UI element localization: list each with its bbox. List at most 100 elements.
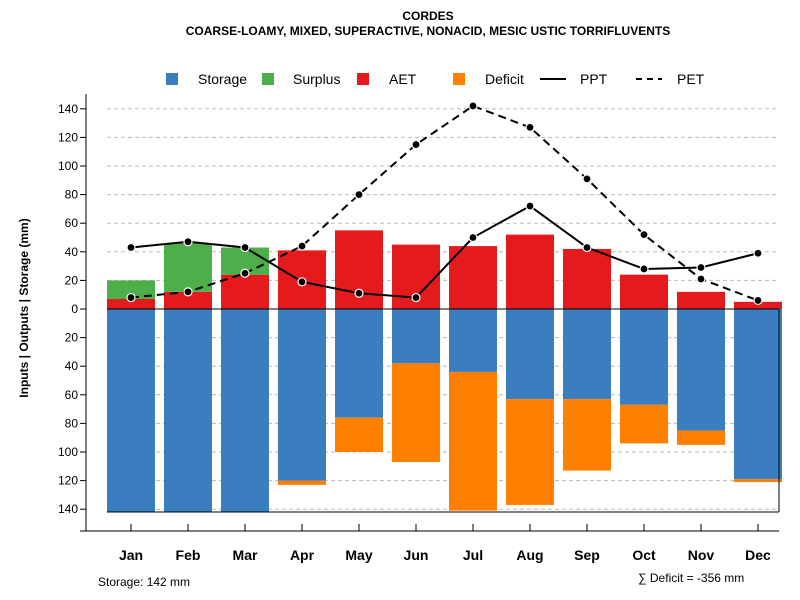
pet-point	[354, 190, 364, 200]
aet-bar	[164, 291, 212, 309]
deficit-bar	[392, 363, 440, 463]
legend: Storage Surplus AET Deficit PPT PET	[166, 71, 705, 87]
aet-bar	[221, 274, 269, 309]
aet-bar	[734, 301, 782, 309]
legend-deficit-label: Deficit	[485, 71, 524, 87]
storage-bar	[563, 309, 611, 400]
deficit-bar	[620, 404, 668, 444]
ppt-point	[468, 232, 478, 243]
ppt-point	[639, 264, 649, 274]
axes: 140 120 100 80 60 40 20 0 20 40 60 80 100 120 140 Jan Fe…	[58, 94, 780, 563]
aet-bar	[449, 246, 497, 309]
ppt-line	[130, 204, 759, 299]
pet-point	[582, 174, 592, 184]
storage-bar	[335, 309, 383, 418]
legend-aet-swatch	[357, 73, 369, 85]
y-tick-label: 20	[65, 331, 79, 345]
gridlines	[107, 108, 779, 510]
storage-bar	[164, 309, 212, 513]
legend-storage-label: Storage	[198, 71, 247, 87]
storage-bar	[449, 309, 497, 372]
ppt-point	[753, 248, 763, 258]
deficit-bar	[677, 430, 725, 445]
pet-point	[126, 292, 136, 303]
deficit-bar	[506, 399, 554, 505]
y-tick-label: 100	[58, 159, 78, 173]
storage-bar	[506, 309, 554, 400]
pet-line	[130, 104, 759, 302]
y-tick-label: 20	[65, 273, 79, 287]
x-tick-label: Sep	[574, 547, 600, 563]
ppt-point	[411, 292, 421, 303]
storage-total: Storage: 142 mm	[98, 575, 190, 589]
aet-bar	[107, 298, 155, 309]
lines	[126, 101, 763, 306]
storage-bar	[392, 309, 440, 364]
pet-point	[183, 287, 193, 297]
y-tick-label: 40	[65, 245, 79, 259]
legend-storage-swatch	[166, 73, 178, 85]
ppt-point	[240, 242, 250, 253]
storage-bar	[107, 309, 155, 513]
chart-subtitle: COARSE-LOAMY, MIXED, SUPERACTIVE, NONACI…	[186, 24, 670, 38]
ppt-point	[696, 262, 706, 273]
x-tick-label: Mar	[233, 547, 258, 563]
ppt-point	[183, 237, 193, 247]
y-tick-label: 80	[65, 416, 79, 430]
aet-bar	[563, 248, 611, 309]
deficit-bar	[563, 399, 611, 471]
ppt-point	[525, 201, 535, 211]
deficit-bar	[734, 479, 782, 483]
legend-surplus-label: Surplus	[293, 71, 340, 87]
x-tick-label: Oct	[632, 547, 656, 563]
legend-ppt-label: PPT	[580, 71, 608, 87]
storage-bar	[221, 309, 269, 513]
x-tick-label: Jul	[463, 547, 483, 563]
legend-aet-label: AET	[389, 71, 417, 87]
aet-bar	[506, 234, 554, 309]
x-tick-label: Nov	[688, 547, 715, 563]
legend-deficit-swatch	[453, 73, 465, 85]
deficit-total: ∑ Deficit = -356 mm	[638, 571, 744, 585]
surplus-bar	[107, 280, 155, 299]
y-tick-label: 80	[65, 188, 79, 202]
pet-point	[753, 295, 763, 306]
legend-surplus-swatch	[262, 73, 274, 85]
pet-point	[411, 139, 421, 150]
y-tick-label: 140	[58, 502, 78, 516]
pet-point	[525, 122, 535, 132]
deficit-bar	[449, 371, 497, 511]
aet-bar	[620, 274, 668, 309]
surplus-bar	[164, 243, 212, 292]
y-tick-label: 60	[65, 388, 79, 402]
x-tick-label: May	[345, 547, 372, 563]
ppt-point	[126, 242, 136, 253]
x-tick-label: Feb	[176, 547, 201, 563]
pet-point	[696, 274, 706, 284]
x-tick-label: Dec	[745, 547, 771, 563]
storage-bar	[677, 309, 725, 431]
ppt-point	[354, 288, 364, 298]
y-tick-label: 60	[65, 216, 79, 230]
x-tick-label: Jan	[119, 547, 143, 563]
y-tick-label: 120	[58, 130, 78, 144]
storage-bar	[278, 309, 326, 481]
chart-title: CORDES	[402, 9, 453, 23]
storage-bar	[620, 309, 668, 405]
pet-point	[468, 101, 478, 111]
y-tick-label: 0	[71, 302, 78, 316]
deficit-bar	[278, 480, 326, 485]
y-tick-label: 140	[58, 102, 78, 116]
pet-point	[297, 241, 307, 251]
y-tick-label: 100	[58, 445, 78, 459]
ppt-point	[582, 242, 592, 253]
deficit-bar	[335, 417, 383, 452]
aet-bar	[677, 291, 725, 309]
pet-point	[639, 230, 649, 240]
x-tick-label: Aug	[516, 547, 543, 563]
x-tick-label: Apr	[290, 547, 315, 563]
pet-point	[240, 268, 250, 278]
storage-bar	[734, 309, 782, 480]
